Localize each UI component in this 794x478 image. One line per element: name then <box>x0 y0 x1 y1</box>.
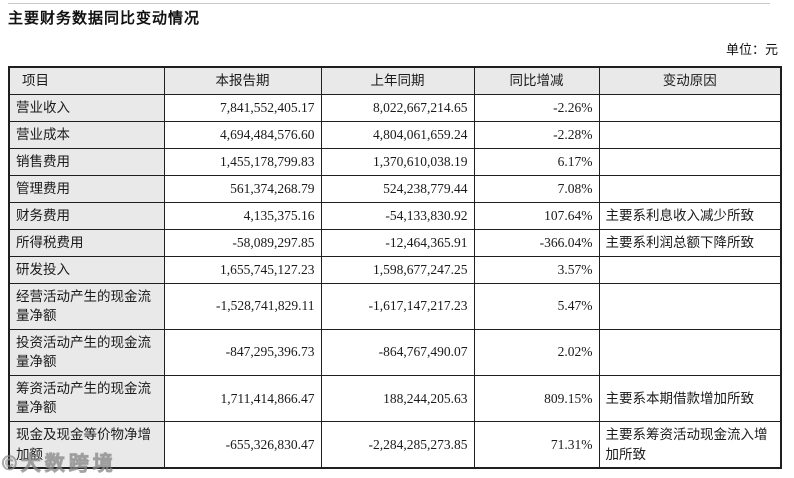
table-cell-prior-period: 524,238,779.44 <box>320 174 475 203</box>
table-header-row: 项目 本报告期 上年同期 同比增减 变动原因 <box>8 66 782 95</box>
table-cell-prior-period: -1,617,147,217.23 <box>320 282 475 330</box>
table-cell-yoy-change: -2.28% <box>473 120 600 149</box>
table-row: 所得税费用 -58,089,297.85 -12,464,365.91 -366.04… <box>8 228 782 257</box>
table-cell-change-reason <box>598 147 782 176</box>
table-cell-yoy-change: 5.47% <box>473 282 600 330</box>
table-cell-current-period: 561,374,268.79 <box>163 174 322 203</box>
page-top-divider <box>8 3 770 4</box>
table-cell-item: 营业收入 <box>8 93 165 122</box>
table-cell-current-period: 1,655,745,127.23 <box>163 255 322 284</box>
table-cell-change-reason: 主要系本期借款增加所致 <box>598 374 782 422</box>
table-cell-prior-period: 4,804,061,659.24 <box>320 120 475 149</box>
table-cell-prior-period: -12,464,365.91 <box>320 228 475 257</box>
table-cell-current-period: -655,326,830.47 <box>163 420 322 469</box>
table-row: 筹资活动产生的现金流量净额 1,711,414,866.47 188,244,205… <box>8 374 782 422</box>
table-row: 销售费用 1,455,178,799.83 1,370,610,038.19 6.17… <box>8 147 782 176</box>
table-row: 营业成本 4,694,484,576.60 4,804,061,659.24 -2.2… <box>8 120 782 149</box>
col-header-item: 项目 <box>8 66 165 95</box>
table-cell-item: 筹资活动产生的现金流量净额 <box>8 374 165 422</box>
table-cell-current-period: 4,135,375.16 <box>163 201 322 230</box>
table-cell-current-period: 1,711,414,866.47 <box>163 374 322 422</box>
table-cell-change-reason <box>598 255 782 284</box>
table-cell-change-reason: 主要系筹资活动现金流入增加所致 <box>598 420 782 469</box>
table-body: 营业收入 7,841,552,405.17 8,022,667,214.65 -2.2… <box>8 93 782 469</box>
col-header-current-period: 本报告期 <box>163 66 322 95</box>
table-cell-yoy-change: 3.57% <box>473 255 600 284</box>
col-header-prior-period: 上年同期 <box>320 66 475 95</box>
table-cell-yoy-change: 2.02% <box>473 328 600 376</box>
table-cell-item: 投资活动产生的现金流量净额 <box>8 328 165 376</box>
table-cell-prior-period: -864,767,490.07 <box>320 328 475 376</box>
table-cell-yoy-change: 71.31% <box>473 420 600 469</box>
table-cell-prior-period: 1,598,677,247.25 <box>320 255 475 284</box>
table-row: 财务费用 4,135,375.16 -54,133,830.92 107.64% 主要系… <box>8 201 782 230</box>
col-header-yoy-change: 同比增减 <box>473 66 600 95</box>
table-row: 研发投入 1,655,745,127.23 1,598,677,247.25 3.57… <box>8 255 782 284</box>
table-cell-yoy-change: 6.17% <box>473 147 600 176</box>
table-row: 现金及现金等价物净增加额 -655,326,830.47 -2,284,285,27… <box>8 420 782 469</box>
table-cell-item: 经营活动产生的现金流量净额 <box>8 282 165 330</box>
table-cell-change-reason: 主要系利息收入减少所致 <box>598 201 782 230</box>
table-cell-item: 财务费用 <box>8 201 165 230</box>
table-row: 管理费用 561,374,268.79 524,238,779.44 7.08% <box>8 174 782 203</box>
table-cell-prior-period: 188,244,205.63 <box>320 374 475 422</box>
table-cell-prior-period: 1,370,610,038.19 <box>320 147 475 176</box>
financial-data-table: 项目 本报告期 上年同期 同比增减 变动原因 营业收入 7,841,552,405… <box>8 66 782 470</box>
table-cell-current-period: -847,295,396.73 <box>163 328 322 376</box>
table-cell-prior-period: 8,022,667,214.65 <box>320 93 475 122</box>
table-cell-item: 现金及现金等价物净增加额 <box>8 420 165 469</box>
table-cell-prior-period: -54,133,830.92 <box>320 201 475 230</box>
table-cell-current-period: 7,841,552,405.17 <box>163 93 322 122</box>
table-cell-change-reason <box>598 174 782 203</box>
table-row: 投资活动产生的现金流量净额 -847,295,396.73 -864,767,490… <box>8 328 782 376</box>
table-cell-item: 管理费用 <box>8 174 165 203</box>
table-cell-current-period: -58,089,297.85 <box>163 228 322 257</box>
table-cell-change-reason <box>598 328 782 376</box>
table-cell-current-period: 1,455,178,799.83 <box>163 147 322 176</box>
table-cell-current-period: -1,528,741,829.11 <box>163 282 322 330</box>
table-cell-change-reason: 主要系利润总额下降所致 <box>598 228 782 257</box>
table-cell-yoy-change: 107.64% <box>473 201 600 230</box>
table-cell-yoy-change: -366.04% <box>473 228 600 257</box>
table-cell-change-reason <box>598 282 782 330</box>
table-cell-item: 销售费用 <box>8 147 165 176</box>
table-row: 经营活动产生的现金流量净额 -1,528,741,829.11 -1,617,147… <box>8 282 782 330</box>
unit-label: 单位：元 <box>725 42 778 57</box>
table-cell-prior-period: -2,284,285,273.85 <box>320 420 475 469</box>
table-row: 营业收入 7,841,552,405.17 8,022,667,214.65 -2.2… <box>8 93 782 122</box>
page-title: 主要财务数据同比变动情况 <box>8 11 201 27</box>
table-cell-yoy-change: 809.15% <box>473 374 600 422</box>
table-cell-item: 研发投入 <box>8 255 165 284</box>
table-cell-change-reason <box>598 120 782 149</box>
table-cell-item: 所得税费用 <box>8 228 165 257</box>
table-cell-item: 营业成本 <box>8 120 165 149</box>
table-cell-current-period: 4,694,484,576.60 <box>163 120 322 149</box>
table-cell-yoy-change: 7.08% <box>473 174 600 203</box>
col-header-change-reason: 变动原因 <box>598 66 782 95</box>
table-cell-yoy-change: -2.26% <box>473 93 600 122</box>
table-cell-change-reason <box>598 93 782 122</box>
